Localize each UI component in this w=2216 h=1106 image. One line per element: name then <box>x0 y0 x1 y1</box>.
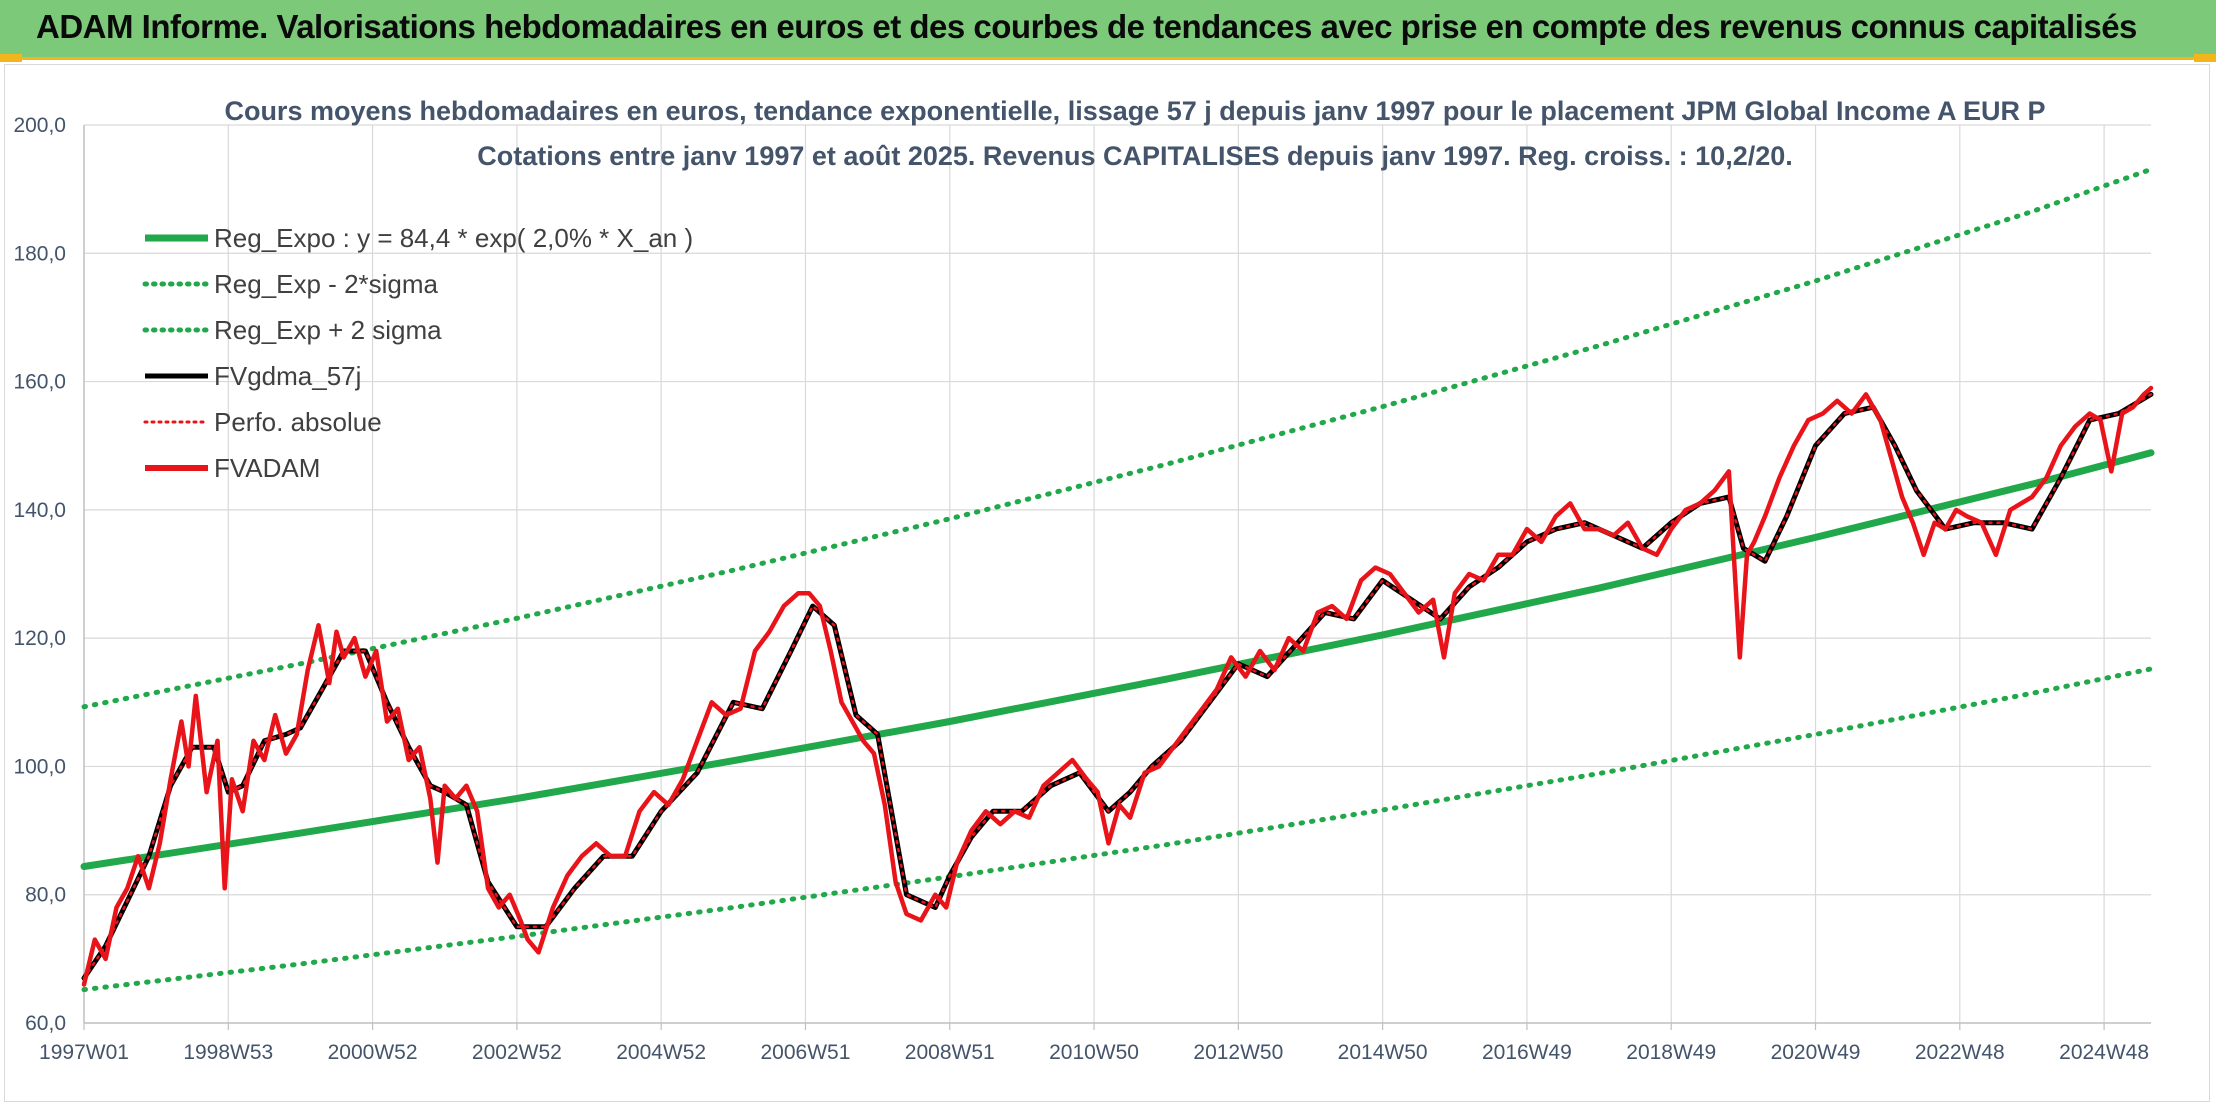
grid-lines <box>83 124 2151 1030</box>
chart-title: Cours moyens hebdomadaires en euros, ten… <box>224 96 2045 126</box>
legend-label-reg-expo: Reg_Expo : y = 84,4 * exp( 2,0% * X_an ) <box>214 223 693 253</box>
x-tick-label: 2020W49 <box>1771 1041 1861 1064</box>
x-tick-label: 2010W50 <box>1049 1041 1139 1064</box>
series-reg-exp-minus <box>81 666 2154 993</box>
series-reg-exp-plus <box>81 166 2154 710</box>
y-tick-labels: 60,0 80,0 100,0 120,0 140,0 160,0 180,0 200,0 <box>13 114 66 1035</box>
y-tick-label: 140,0 <box>13 499 66 522</box>
x-tick-label: 2012W50 <box>1193 1041 1283 1064</box>
x-tick-label: 1997W01 <box>39 1041 129 1064</box>
report-title: ADAM Informe. Valorisations hebdomadaire… <box>36 8 2137 45</box>
banner-accent-left <box>0 54 22 62</box>
y-tick-label: 100,0 <box>13 755 66 778</box>
legend-label-fvadam: FVADAM <box>214 453 320 483</box>
y-tick-label: 60,0 <box>25 1012 66 1035</box>
series-fvadam <box>81 385 2154 987</box>
x-tick-label: 1998W53 <box>183 1041 273 1064</box>
x-tick-label: 2014W50 <box>1338 1041 1428 1064</box>
chart-frame <box>4 64 2210 1102</box>
report-banner: ADAM Informe. Valorisations hebdomadaire… <box>0 0 2216 60</box>
x-tick-label: 2006W51 <box>761 1041 851 1064</box>
series-perfo-absolue <box>82 393 2153 980</box>
y-tick-label: 160,0 <box>13 371 66 394</box>
legend-label-fvgdma: FVgdma_57j <box>214 361 361 391</box>
y-tick-label: 180,0 <box>13 242 66 265</box>
x-tick-label: 2008W51 <box>905 1041 995 1064</box>
axes <box>83 125 2151 1024</box>
series-lines <box>80 166 2155 993</box>
chart-subtitle: Cotations entre janv 1997 et août 2025. … <box>477 141 1793 171</box>
x-tick-label: 2002W52 <box>472 1041 562 1064</box>
x-tick-label: 2022W48 <box>1915 1041 2005 1064</box>
legend-label-reg-exp-minus: Reg_Exp - 2*sigma <box>214 269 439 299</box>
x-tick-labels: 1997W01 1998W53 2000W52 2002W52 2004W52 2006W… <box>39 1041 2149 1064</box>
y-tick-label: 120,0 <box>13 627 66 650</box>
legend-label-perfo: Perfo. absolue <box>214 407 382 437</box>
y-tick-label: 80,0 <box>25 884 66 907</box>
x-tick-label: 2018W49 <box>1626 1041 1716 1064</box>
banner-accent-right <box>2194 54 2216 62</box>
legend-label-reg-exp-plus: Reg_Exp + 2 sigma <box>214 315 442 345</box>
x-tick-label: 2016W49 <box>1482 1041 1572 1064</box>
x-tick-label: 2004W52 <box>616 1041 706 1064</box>
x-tick-label: 2000W52 <box>328 1041 418 1064</box>
y-tick-label: 200,0 <box>13 114 66 137</box>
legend: Reg_Expo : y = 84,4 * exp( 2,0% * X_an )… <box>142 223 693 483</box>
series-reg-expo <box>80 449 2155 870</box>
x-tick-label: 2024W48 <box>2059 1041 2149 1064</box>
